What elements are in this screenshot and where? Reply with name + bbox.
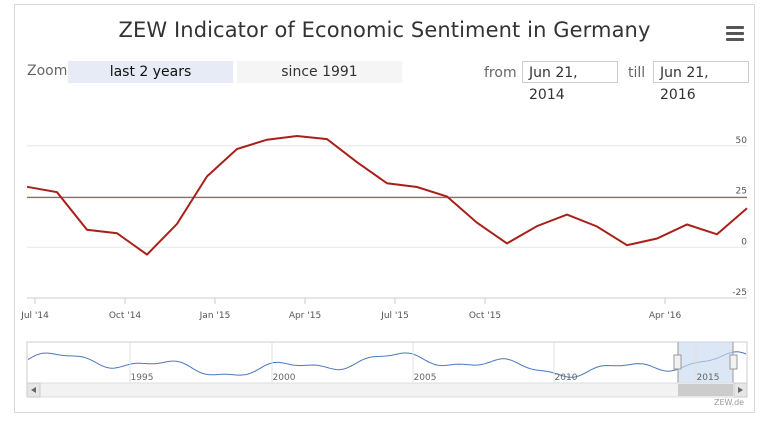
chart-title: ZEW Indicator of Economic Sentiment in G…	[118, 18, 651, 42]
y-tick-label: 0	[741, 237, 747, 247]
navigator-tick-label: 2005	[414, 373, 437, 383]
menu-bar	[726, 26, 744, 29]
series-line	[26, 134, 748, 256]
x-tick-label: Apr '16	[649, 311, 682, 321]
from-date-input[interactable]: Jun 21, 2014	[522, 61, 618, 103]
navigator-tick-label: 2015	[697, 373, 720, 383]
y-tick-label: 50	[736, 136, 748, 146]
arrow-right-icon	[738, 387, 743, 393]
y-tick-label: 25	[736, 187, 747, 197]
x-tick-label: Apr '15	[289, 311, 321, 321]
navigator-tick-label: 2000	[273, 373, 296, 383]
navigator-right-handle[interactable]	[729, 354, 738, 370]
till-date-input[interactable]: Jun 21, 2016	[653, 61, 749, 103]
zoom-label: Zoom	[27, 63, 68, 79]
zoom-since-1991-button[interactable]: since 1991	[237, 61, 402, 83]
scrollbar-thumb[interactable]	[678, 384, 733, 396]
zoom-last-2-years-button[interactable]: last 2 years	[68, 61, 233, 83]
y-tick-label: -25	[732, 288, 747, 298]
navigator-tick-label: 1995	[131, 373, 154, 383]
x-tick-label: Jul '15	[380, 311, 409, 321]
from-label: from	[484, 65, 517, 81]
till-label: till	[628, 65, 646, 81]
scrollbar-track[interactable]	[26, 382, 748, 398]
x-tick-label: Oct '14	[109, 311, 142, 321]
navigator-outline	[26, 341, 748, 384]
menu-bar	[726, 32, 744, 35]
hamburger-menu-icon[interactable]	[726, 26, 744, 42]
menu-bar	[726, 38, 744, 41]
navigator-tick-label: 2010	[555, 373, 578, 383]
arrow-left-icon	[31, 387, 36, 393]
x-tick-label: Oct '15	[469, 311, 501, 321]
navigator-selected-range[interactable]	[678, 342, 733, 383]
x-tick-label: Jul '14	[20, 311, 49, 321]
navigator-series-line	[27, 351, 747, 378]
credit-link[interactable]: ZEW.de	[714, 398, 745, 407]
navigator-left-handle[interactable]	[673, 354, 682, 370]
x-tick-label: Jan '15	[199, 311, 231, 321]
